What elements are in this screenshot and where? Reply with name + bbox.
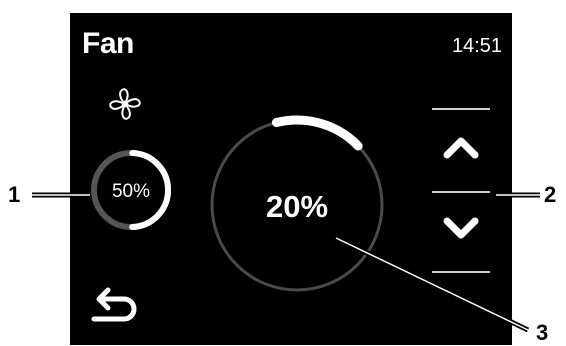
fan-speed-dial-main[interactable]: 20%	[202, 95, 392, 295]
main-dial-value: 20%	[266, 189, 328, 224]
page-title: Fan	[82, 27, 134, 60]
callout-number-1: 1	[8, 182, 21, 207]
clock: 14:51	[451, 35, 502, 57]
chevron-down-icon[interactable]	[438, 209, 484, 249]
small-dial-graphic: 50%	[91, 150, 171, 230]
device-screen: Fan 14:51 50% 20%	[70, 13, 512, 345]
divider-top	[432, 108, 490, 110]
fan-icon	[109, 88, 141, 120]
callout-number-2: 2	[544, 182, 557, 207]
divider-middle	[432, 191, 490, 193]
back-arrow-icon[interactable]	[90, 286, 142, 330]
fan-speed-dial-small[interactable]: 50%	[87, 146, 175, 234]
chevron-up-icon[interactable]	[438, 127, 484, 167]
small-dial-value: 50%	[112, 181, 150, 202]
main-dial-graphic: 20%	[210, 115, 384, 292]
callout-number-3: 3	[536, 320, 549, 345]
divider-bottom	[432, 271, 490, 273]
